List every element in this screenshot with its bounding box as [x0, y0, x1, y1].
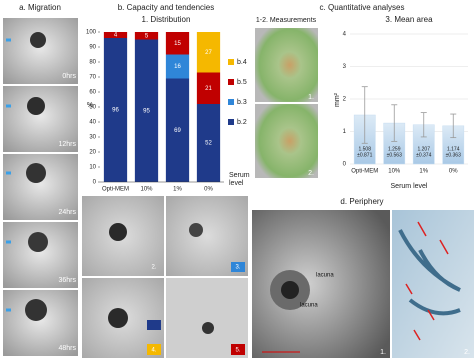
- legend-swatch: [228, 59, 234, 65]
- data-label: 5: [145, 33, 149, 39]
- data-label: 15: [174, 41, 181, 47]
- bar-segment: [134, 32, 159, 40]
- image-label: 5.: [235, 348, 240, 354]
- capacity-images: [82, 196, 248, 358]
- y-tick-label: 3: [343, 64, 347, 70]
- data-label: 16: [174, 64, 181, 70]
- subtitle: 1-2. Measurements: [256, 17, 317, 24]
- data-label: 95: [143, 108, 150, 114]
- data-label: 27: [205, 50, 212, 56]
- image-label: 2.: [464, 349, 470, 356]
- bar-segment: [103, 38, 128, 182]
- measurement-images: [255, 28, 318, 178]
- image-label: 3.: [235, 265, 240, 271]
- bar-segment: [196, 72, 221, 104]
- image-label: 1.: [380, 349, 386, 356]
- panel-title: a. Migration: [19, 3, 61, 12]
- data-label: 1.207: [417, 146, 430, 152]
- data-label: 4: [114, 33, 118, 39]
- x-tick-label: Opti-MEM: [351, 169, 378, 175]
- x-tick-label: 1%: [419, 169, 428, 175]
- x-tick-label: 10%: [140, 187, 153, 193]
- y-tick-label: 60: [89, 90, 96, 96]
- periphery-images: [252, 210, 474, 358]
- image-label: 2.: [151, 265, 156, 271]
- image-label: 4.: [151, 348, 156, 354]
- legend-label: b.2: [237, 119, 247, 126]
- y-tick-label: 30: [89, 135, 96, 141]
- y-tick-label: 20: [89, 150, 96, 156]
- error-label: ±0.563: [387, 152, 402, 158]
- bar-segment: [196, 32, 221, 73]
- y-tick-label: 0: [93, 180, 97, 186]
- legend-swatch: [228, 79, 234, 85]
- y-tick-label: 100: [86, 30, 97, 36]
- image-label: 1.: [308, 94, 314, 101]
- x-tick-label: Opti-MEM: [102, 187, 129, 193]
- time-label: 0hrs: [62, 73, 76, 80]
- data-label: 1.508: [358, 146, 371, 152]
- panel-title: b. Capacity and tendencies: [118, 3, 215, 12]
- time-label: 24hrs: [58, 209, 76, 216]
- y-axis-label: mm²: [334, 92, 341, 107]
- bar-segment: [165, 32, 190, 55]
- x-tick-label: 0%: [204, 187, 213, 193]
- annotation: lacuna: [316, 273, 334, 279]
- bar-segment: [103, 32, 128, 38]
- x-tick-label: 10%: [388, 169, 401, 175]
- x-axis-label: Serum level: [229, 172, 250, 187]
- panel-title: d. Periphery: [340, 197, 383, 206]
- legend-swatch: [228, 99, 234, 105]
- bar-segment: [196, 104, 221, 182]
- x-tick-label: 1%: [173, 187, 182, 193]
- time-label: 36hrs: [58, 277, 76, 284]
- x-tick-label: 0%: [449, 169, 458, 175]
- error-label: ±0.363: [446, 152, 461, 158]
- y-tick-label: 90: [89, 45, 96, 51]
- bar-segment: [165, 78, 190, 182]
- legend-label: b.4: [237, 59, 247, 66]
- legend-swatch: [228, 119, 234, 125]
- error-label: ±0.871: [357, 152, 372, 158]
- y-tick-label: 4: [343, 32, 347, 38]
- y-tick-label: 50: [89, 105, 96, 111]
- y-axis-label: %: [87, 102, 93, 109]
- y-tick-label: 70: [89, 75, 96, 81]
- y-tick-label: 1: [343, 129, 347, 135]
- panel-title: c. Quantitative analyses: [320, 3, 405, 12]
- y-tick-label: 40: [89, 120, 96, 126]
- image-label: 2.: [308, 170, 314, 177]
- time-label: 12hrs: [58, 141, 76, 148]
- chart-title: 1. Distribution: [142, 15, 191, 24]
- x-axis-label: Serum level: [391, 183, 428, 190]
- annotation: lacuna: [300, 303, 318, 309]
- y-tick-label: 10: [89, 165, 96, 171]
- data-label: 69: [174, 128, 181, 134]
- legend-label: b.3: [237, 99, 247, 106]
- data-label: 1.174: [447, 146, 460, 152]
- error-label: ±0.374: [416, 152, 431, 158]
- chart-title: 3. Mean area: [385, 15, 433, 24]
- data-label: 96: [112, 108, 119, 114]
- y-tick-label: 2: [343, 97, 347, 103]
- data-label: 1.259: [388, 146, 401, 152]
- time-label: 48hrs: [58, 345, 76, 352]
- data-label: 21: [205, 86, 212, 92]
- y-tick-label: 80: [89, 60, 96, 66]
- migration-images: [3, 18, 78, 356]
- bar-segment: [165, 54, 190, 79]
- data-label: 52: [205, 141, 212, 147]
- y-tick-label: 0: [343, 162, 347, 168]
- bar-segment: [134, 39, 159, 182]
- legend-label: b.5: [237, 79, 247, 86]
